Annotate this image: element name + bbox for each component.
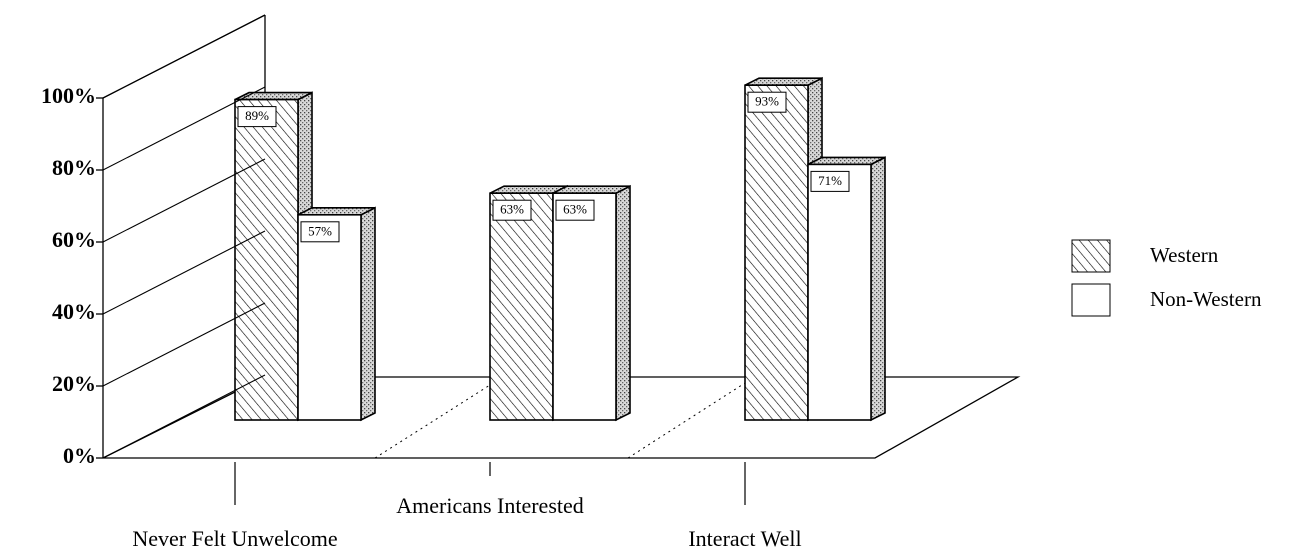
y-tick-label: 40%	[52, 299, 96, 324]
value-label-box	[747, 91, 787, 113]
bar-top	[297, 207, 376, 216]
bar-top	[744, 77, 823, 86]
value-label: 63%	[500, 202, 524, 217]
bar-top	[807, 156, 886, 166]
value-label-box	[492, 199, 532, 221]
bar	[234, 98, 299, 421]
legend-label: Western	[1150, 243, 1219, 267]
grid-line	[102, 86, 266, 171]
value-label-box	[300, 221, 340, 243]
legend-label: Non-Western	[1150, 287, 1262, 311]
value-label-box	[237, 106, 277, 128]
y-tick-label: 80%	[52, 155, 96, 180]
value-label-box	[810, 170, 850, 192]
value-label: 71%	[818, 173, 842, 188]
grid-line	[102, 230, 266, 315]
grid-line	[102, 374, 266, 459]
bar	[552, 192, 617, 421]
x-tick-label: Never Felt Unwelcome	[132, 526, 337, 551]
y-tick-label: 60%	[52, 227, 96, 252]
x-tick-label: Interact Well	[688, 526, 801, 551]
grid-line	[102, 14, 266, 99]
legend-swatch	[1071, 283, 1111, 317]
grid-line	[102, 158, 266, 243]
y-tick-label: 100%	[41, 83, 96, 108]
bar	[297, 214, 362, 421]
legend-swatch	[1071, 239, 1111, 273]
value-label-box	[555, 199, 595, 221]
grid-line	[102, 302, 266, 387]
bar-side	[360, 206, 376, 422]
y-tick-label: 0%	[63, 443, 96, 468]
bar	[744, 84, 809, 421]
bar	[807, 163, 872, 421]
bar	[489, 192, 554, 421]
bar-top	[552, 185, 631, 194]
value-label: 63%	[563, 202, 587, 217]
value-label: 57%	[308, 223, 332, 238]
bar-side	[615, 184, 631, 422]
value-label: 89%	[245, 108, 269, 123]
value-label: 93%	[755, 94, 779, 109]
x-tick-label: Americans Interested	[396, 493, 584, 518]
y-tick-label: 20%	[52, 371, 96, 396]
bar-side	[870, 156, 886, 422]
